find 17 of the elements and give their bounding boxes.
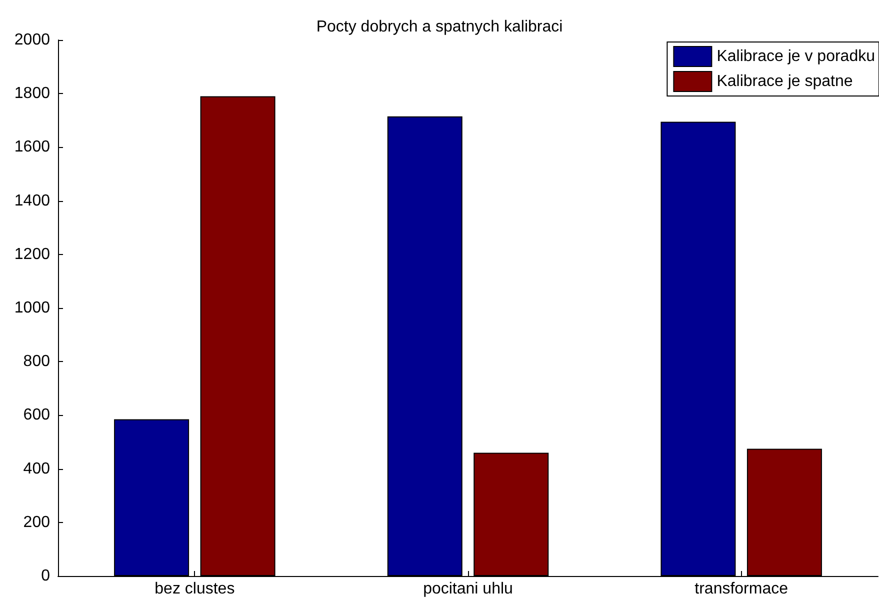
- y-tick-label: 1200: [14, 246, 50, 263]
- x-tick-label: pocitani uhlu: [423, 580, 513, 598]
- y-tick-label: 600: [23, 406, 50, 424]
- x-tick-label: transformace: [694, 580, 788, 598]
- y-tick-label: 1600: [14, 138, 50, 156]
- y-tick-label: 1000: [14, 300, 50, 316]
- x-tick-label: bez clustes: [154, 580, 235, 598]
- y-tick-label: 400: [23, 460, 50, 478]
- y-tick-label: 2000: [14, 32, 50, 48]
- y-tick-label: 1400: [14, 192, 50, 210]
- y-tick-label: 0: [41, 568, 50, 584]
- y-tick-label: 800: [23, 353, 50, 370]
- chart-title: Pocty dobrych a spatnych kalibraci: [316, 18, 563, 36]
- legend-label: Kalibrace je spatne: [716, 73, 853, 90]
- y-tick-label: 200: [23, 514, 50, 531]
- legend-label: Kalibrace je v poradku: [716, 48, 875, 65]
- y-tick-label: 1800: [14, 85, 50, 102]
